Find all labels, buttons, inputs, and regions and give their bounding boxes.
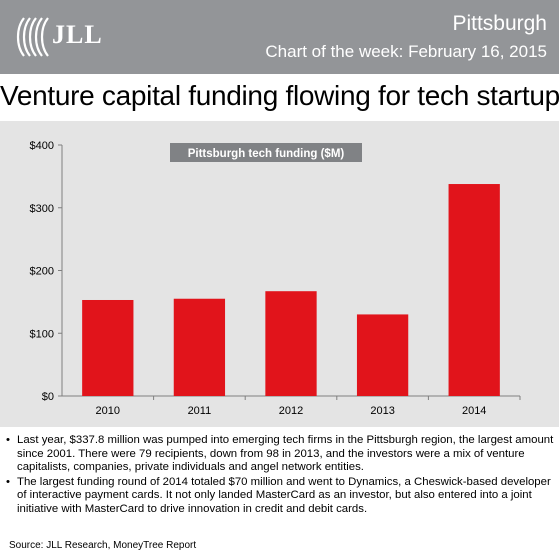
y-tick-label: $100 [30,328,54,340]
legend-box [170,143,362,162]
x-tick-label: 2010 [96,405,120,417]
note-text: The largest funding round of 2014 totale… [17,475,551,515]
page-title: Venture capital funding flowing for tech… [0,80,559,111]
y-tick-label: $300 [30,203,54,215]
y-tick-label: $0 [42,391,54,403]
notes-list: • Last year, $337.8 million was pumped i… [6,434,554,518]
legend-label: Pittsburgh tech funding ($M) [188,148,345,160]
x-tick-label: 2011 [188,405,212,417]
y-tick-label: $400 [30,140,54,152]
y-tick-label: $200 [30,266,54,278]
bullet-icon: • [6,434,10,446]
city-label: Pittsburgh [452,12,547,35]
x-tick-label: 2012 [279,405,303,417]
source-note: Source: JLL Research, MoneyTree Report [9,540,197,551]
header-banner: JLL Pittsburgh Chart of the week: Februa… [0,0,559,74]
note-item: • Last year, $337.8 million was pumped i… [6,434,554,475]
bar [265,291,317,396]
bar [448,184,500,396]
logo-text: JLL [52,20,103,49]
chart-date-subtitle: Chart of the week: February 16, 2015 [265,42,547,61]
note-text: Last year, $337.8 million was pumped int… [17,434,554,474]
x-tick-label: 2013 [370,405,394,417]
bar [173,298,226,396]
bar [356,314,409,396]
x-tick-label: 2014 [462,405,486,417]
note-item: • The largest funding round of 2014 tota… [6,476,554,517]
bullet-icon: • [6,475,10,488]
jll-logo-icon [16,17,49,57]
bar-chart: $0 $100 $200 $300 $400 2010 2011 2012 2013 2014 Pi… [30,140,521,417]
bar [82,299,134,396]
